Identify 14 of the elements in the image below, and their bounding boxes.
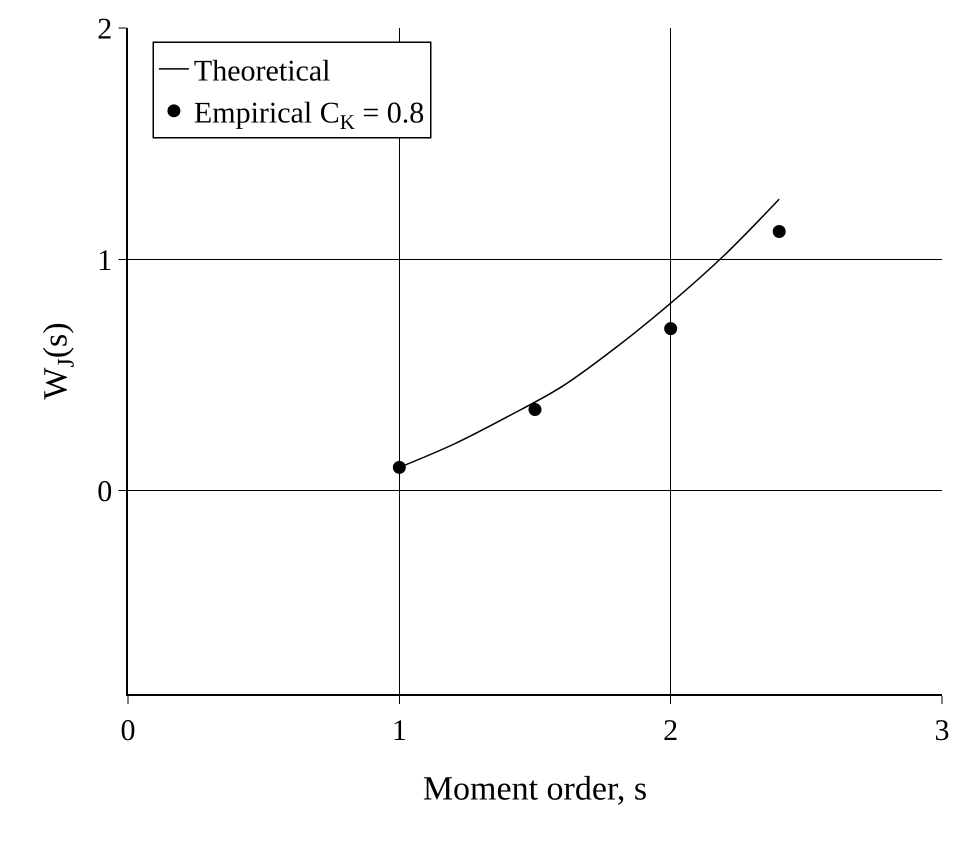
point [664,322,678,336]
y-tick-label: 1 [97,244,112,277]
x-tick-label: 1 [392,714,407,747]
x-tick-label: 2 [663,714,678,747]
x-axis-title: Moment order, s [422,770,648,808]
legend-label: Empirical C$_{K}$ = 0.8 [194,96,424,134]
y-tick-label: 2 [97,12,112,46]
x-tick-label: 3 [934,714,950,747]
point [528,403,542,416]
x-tick-label: 0 [120,714,136,747]
point [392,460,406,474]
y-tick-label: 0 [97,475,112,508]
point [772,225,786,238]
legend-label: Theoretical [194,54,331,88]
